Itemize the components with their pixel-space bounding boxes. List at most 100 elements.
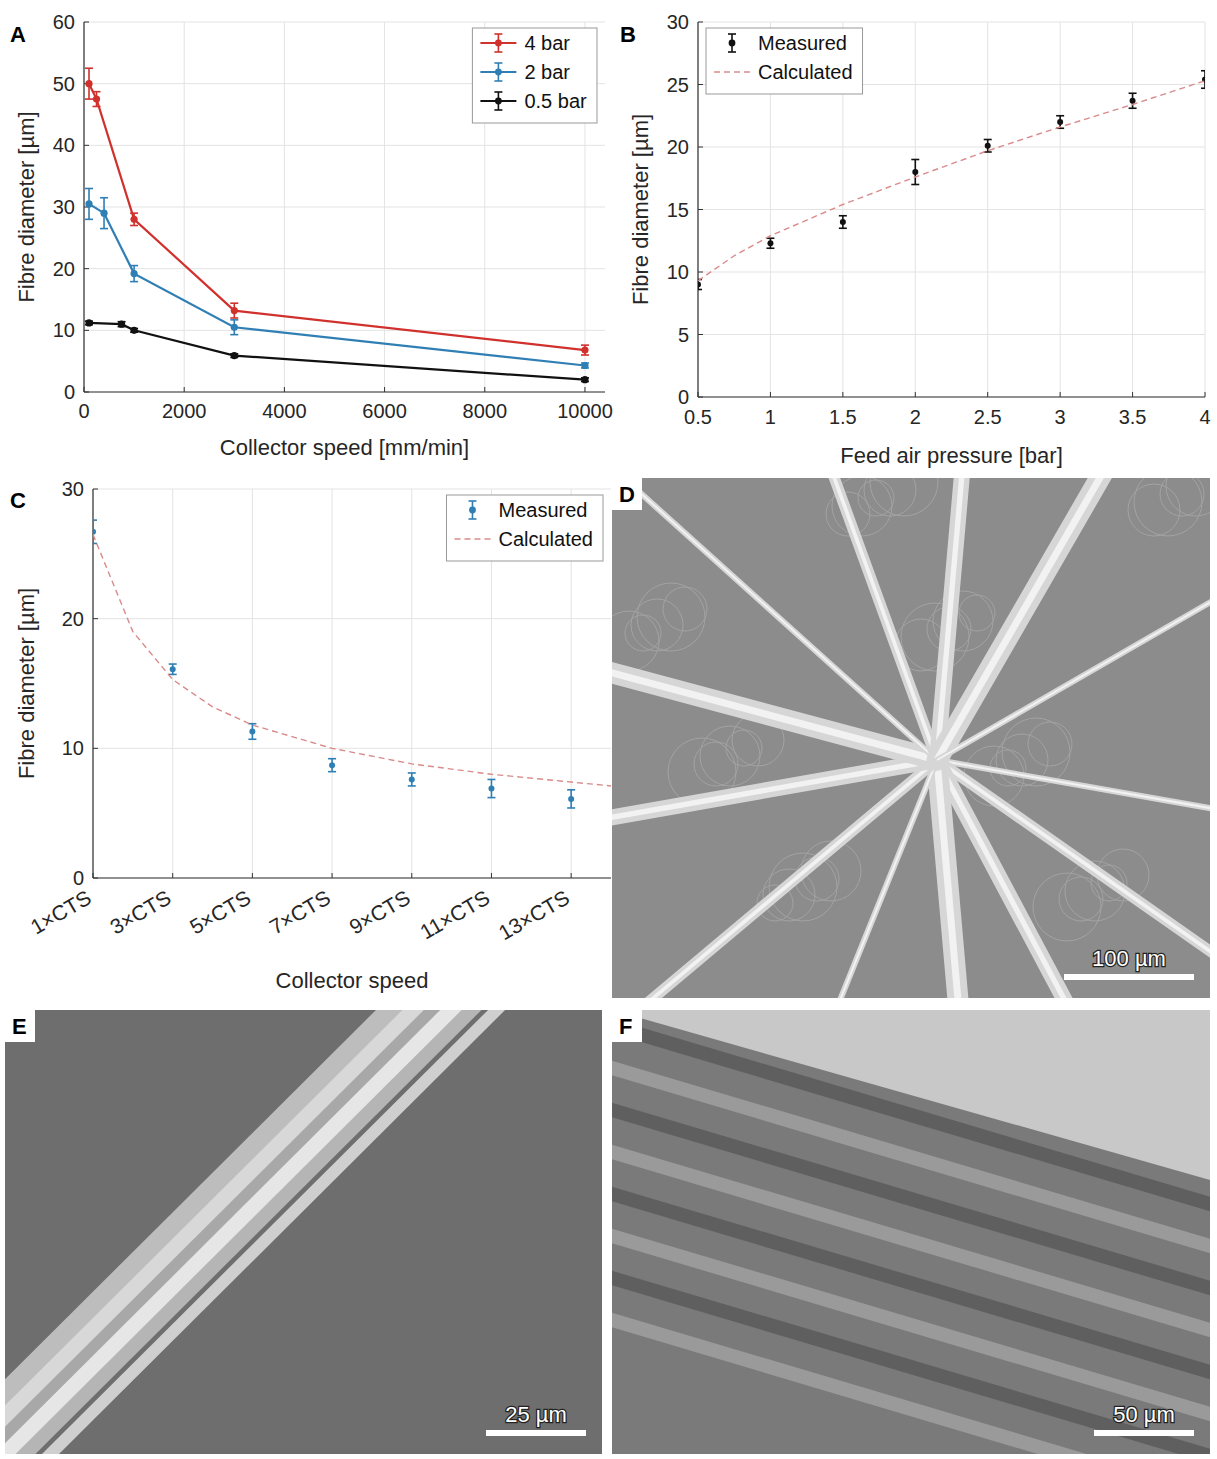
error-cap (487, 779, 495, 781)
legend-label: 2 bar (524, 61, 570, 83)
legend-marker (495, 40, 502, 47)
chart-B: 0.511.522.533.54051015202530Feed air pre… (620, 11, 1211, 468)
x-tick-label: 7×CTS (265, 886, 334, 939)
legend-error (494, 91, 502, 93)
legend-line (714, 71, 750, 72)
legend: 4 bar2 bar0.5 bar (472, 28, 597, 123)
x-tick-label: 1.5 (829, 406, 857, 428)
error-bar (567, 790, 575, 808)
fibre-highlight (759, 478, 937, 760)
panel-label: C (10, 488, 26, 513)
data-point (488, 786, 494, 792)
fibre (759, 478, 937, 760)
texture (870, 478, 938, 516)
x-tick (411, 873, 412, 878)
data-point (840, 219, 846, 225)
grid-line (84, 207, 605, 208)
panel-label: E (12, 1014, 27, 1039)
error-cap (911, 159, 919, 161)
scale-bar-label: 25 µm (505, 1402, 567, 1427)
legend-error (468, 518, 476, 520)
texture (612, 611, 659, 671)
x-tick-label: 4000 (262, 400, 307, 422)
error-cap (93, 519, 97, 521)
x-tick (698, 392, 699, 397)
x-axis-title: Feed air pressure [bar] (840, 443, 1063, 468)
legend-error (494, 80, 502, 82)
error-bar (487, 779, 495, 797)
y-tick (84, 330, 89, 331)
error-cap (1201, 70, 1205, 72)
error-bar (169, 664, 177, 674)
texture (631, 599, 683, 651)
texture (1059, 877, 1103, 921)
fibre (612, 625, 937, 760)
x-tick-label: 6000 (362, 400, 407, 422)
y-tick-label: 0 (73, 867, 84, 889)
x-tick-label: 9×CTS (345, 886, 414, 939)
x-tick (915, 392, 916, 397)
error-cap (100, 228, 108, 230)
y-tick-label: 5 (678, 324, 689, 346)
fibre-highlight (937, 760, 982, 998)
y-tick-label: 40 (53, 134, 75, 156)
error-cap (1201, 87, 1205, 89)
legend-box (706, 28, 863, 94)
error-bar (130, 266, 138, 282)
x-tick (93, 873, 94, 878)
x-tick (284, 387, 285, 392)
x-tick-label: 2.5 (974, 406, 1002, 428)
grid-line (93, 748, 611, 749)
x-tick-label: 2 (910, 406, 921, 428)
y-tick-label: 30 (62, 478, 84, 500)
y-tick (93, 748, 98, 749)
data-point (985, 143, 991, 149)
grid-line (84, 392, 605, 393)
series-line (93, 534, 611, 786)
error-bar (93, 92, 101, 107)
grid-line (698, 209, 1205, 210)
texture (625, 615, 661, 651)
data-point (231, 307, 238, 314)
legend-symbol (714, 72, 750, 73)
legend: MeasuredCalculated (446, 495, 603, 561)
data-point (85, 319, 92, 326)
y-tick (698, 84, 703, 85)
error-cap (1056, 115, 1064, 117)
y-axis-title: Fibre diameter [µm] (14, 588, 39, 779)
error-cap (130, 265, 138, 267)
y-tick (84, 268, 89, 269)
image-panel: F50 µm (592, 1010, 1217, 1459)
data-point (568, 796, 574, 802)
y-tick-label: 15 (667, 199, 689, 221)
x-tick (770, 392, 771, 397)
error-cap (698, 289, 702, 291)
data-point (912, 169, 918, 175)
fibre (612, 1314, 1210, 1454)
data-point (581, 376, 588, 383)
texture (700, 726, 760, 786)
y-tick-label: 0 (64, 381, 75, 403)
fibre-highlight (612, 760, 937, 850)
legend-label: 4 bar (524, 32, 570, 54)
y-tick (698, 397, 703, 398)
error-cap (230, 334, 238, 336)
error-cap (85, 98, 93, 100)
x-tick-label: 13×CTS (494, 886, 573, 945)
error-cap (169, 663, 177, 665)
x-axis-title: Collector speed (276, 968, 429, 993)
fibre (612, 760, 937, 850)
error-cap (130, 212, 138, 214)
x-tick (842, 392, 843, 397)
micrograph (5, 1010, 602, 1454)
error-cap (230, 317, 238, 319)
y-tick-label: 10 (53, 319, 75, 341)
error-cap (487, 797, 495, 799)
fibre (937, 478, 1197, 760)
error-cap (230, 319, 238, 321)
grid-line (252, 489, 253, 878)
legend-symbol (468, 501, 476, 519)
error-bar (408, 773, 416, 786)
error-cap (85, 67, 93, 69)
error-bar (839, 216, 847, 229)
